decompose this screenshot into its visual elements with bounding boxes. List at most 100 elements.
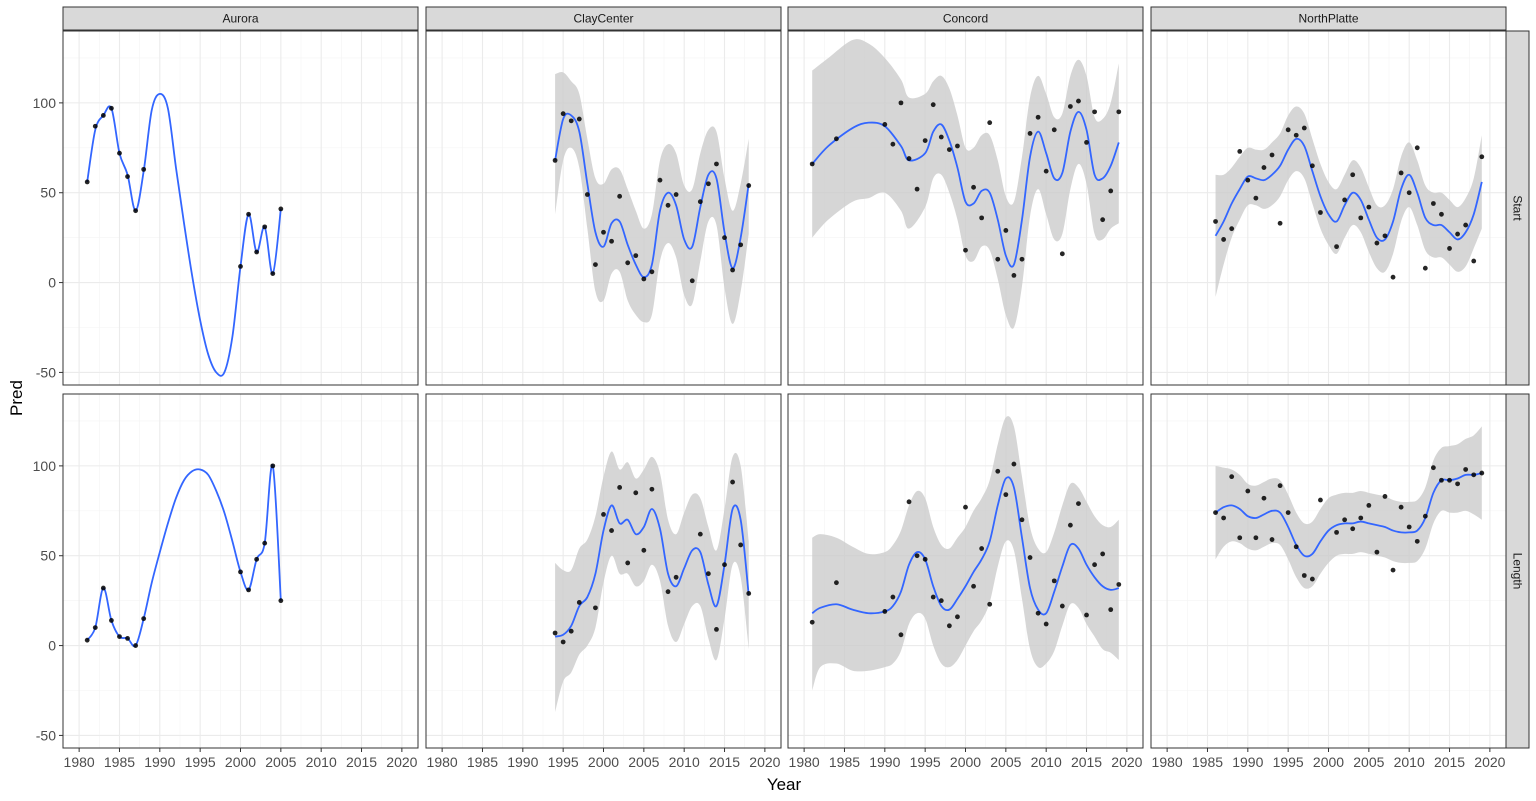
x-tick-label: 2000: [1313, 754, 1344, 770]
x-tick-label: 1980: [427, 754, 458, 770]
data-point: [100, 113, 106, 118]
data-point: [673, 574, 679, 580]
data-point: [1334, 244, 1339, 250]
data-point: [1011, 461, 1017, 467]
panel-content: [809, 416, 1122, 691]
data-point: [738, 242, 744, 248]
data-point: [1422, 265, 1428, 271]
data-point: [1285, 510, 1291, 515]
data-point: [601, 229, 606, 235]
data-point: [552, 630, 558, 636]
data-point: [1059, 603, 1065, 609]
data-point: [1003, 228, 1009, 233]
data-point: [665, 202, 671, 208]
data-point: [576, 116, 582, 122]
panel-northplatte-start: [1150, 30, 1507, 386]
fit-line: [554, 112, 750, 279]
fit-line: [1215, 472, 1483, 558]
data-point: [576, 600, 582, 605]
panel-content: [552, 451, 752, 713]
data-point: [270, 463, 276, 469]
panel-border: [787, 30, 1144, 386]
data-point: [898, 100, 904, 106]
data-point: [922, 556, 928, 562]
data-point: [1076, 98, 1081, 104]
data-point: [633, 490, 639, 496]
data-point: [1076, 501, 1081, 507]
x-tick-label: 2020: [386, 754, 417, 770]
data-point: [1067, 104, 1073, 109]
data-point: [1479, 154, 1485, 160]
data-point: [1447, 246, 1452, 251]
data-point: [722, 562, 727, 568]
data-point: [938, 598, 944, 604]
data-point: [617, 193, 623, 199]
x-tick-label: 2015: [709, 754, 740, 770]
data-point: [979, 546, 985, 551]
x-tick-label: 2000: [950, 754, 981, 770]
data-point: [1092, 562, 1097, 568]
data-point: [914, 553, 920, 559]
data-point: [1398, 170, 1404, 176]
data-point: [1374, 240, 1380, 246]
panel-content: [84, 463, 284, 648]
data-point: [1447, 477, 1452, 483]
data-point: [1293, 544, 1299, 550]
data-point: [1334, 529, 1339, 535]
data-point: [1213, 219, 1218, 224]
data-point: [1108, 188, 1114, 194]
data-point: [938, 134, 944, 140]
data-point: [1027, 131, 1033, 136]
data-point: [1035, 114, 1041, 120]
data-point: [971, 184, 976, 190]
data-point: [1285, 127, 1291, 133]
data-point: [1301, 573, 1307, 578]
data-point: [1277, 483, 1283, 489]
data-point: [593, 262, 598, 268]
strip-concord: Concord: [787, 6, 1144, 31]
data-point: [1455, 481, 1460, 487]
data-point: [890, 594, 896, 600]
data-point: [1318, 210, 1323, 215]
x-tick-label: 2000: [588, 754, 619, 770]
panel-border: [425, 30, 782, 386]
strip-label: Aurora: [222, 12, 258, 26]
data-point: [133, 208, 139, 214]
data-point: [1318, 497, 1323, 503]
panel-content: [84, 92, 284, 377]
y-tick-label: 50: [40, 548, 56, 564]
x-tick-label: 1980: [1152, 754, 1183, 770]
data-point: [1019, 517, 1025, 523]
data-point: [906, 156, 912, 161]
data-point: [1051, 127, 1057, 133]
data-point: [1342, 197, 1348, 203]
data-point: [1100, 217, 1106, 223]
x-tick-label: 2005: [990, 754, 1021, 770]
data-point: [1003, 492, 1009, 498]
data-point: [714, 161, 719, 167]
x-tick-label: 1995: [910, 754, 941, 770]
data-point: [1350, 172, 1356, 178]
data-point: [1439, 477, 1444, 483]
y-tick-label: 0: [48, 275, 56, 291]
data-point: [946, 623, 952, 629]
data-point: [1035, 610, 1041, 616]
confidence-band: [812, 416, 1119, 691]
data-point: [133, 643, 139, 648]
x-tick-label: 2015: [1434, 754, 1465, 770]
panel-concord-length: [787, 393, 1144, 749]
data-point: [906, 499, 912, 505]
data-point: [1011, 272, 1017, 278]
data-point: [1269, 152, 1275, 158]
data-point: [641, 276, 647, 282]
data-point: [1043, 621, 1049, 627]
data-point: [1309, 163, 1315, 169]
y-tick-label: 100: [33, 95, 57, 111]
data-point: [100, 585, 106, 591]
data-point: [1293, 132, 1299, 138]
x-tick-label: 1995: [185, 754, 216, 770]
strip-label: Length: [1511, 553, 1525, 590]
data-point: [1350, 526, 1356, 532]
data-point: [1309, 576, 1315, 582]
x-tick-label: 1990: [1232, 754, 1263, 770]
